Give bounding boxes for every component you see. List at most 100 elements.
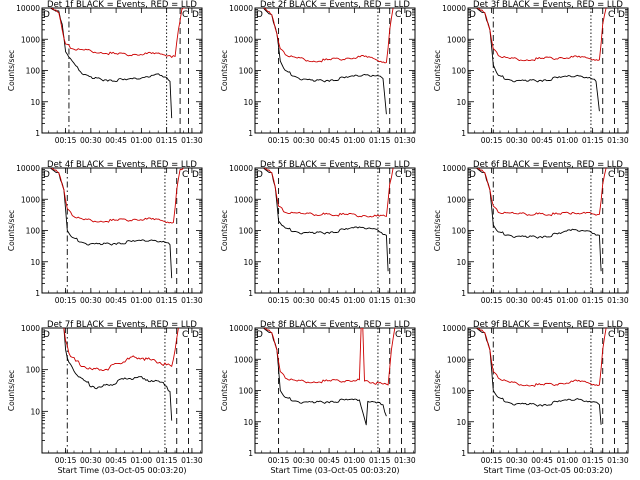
- corner-label-left: D: [43, 330, 50, 340]
- y-tick-label: 1000: [234, 355, 253, 364]
- events-series-line: [263, 8, 387, 115]
- x-tick-label: 00:30: [293, 456, 315, 465]
- lld-series-line: [50, 8, 186, 58]
- y-tick-label: 1000: [21, 195, 40, 204]
- x-tick-label: 01:30: [394, 296, 416, 305]
- x-tick-label: 00:30: [80, 136, 102, 145]
- y-axis-label: Counts/sec: [433, 370, 442, 411]
- corner-label-right: C: [395, 10, 401, 20]
- y-axis-label: Counts/sec: [7, 210, 16, 251]
- y-tick-label: 10000: [16, 4, 40, 13]
- corner-label-right: C: [608, 170, 614, 180]
- x-tick-label: 00:45: [105, 136, 127, 145]
- x-tick-label: 00:15: [268, 456, 290, 465]
- plot-frame: [41, 167, 203, 294]
- y-tick-label: 1: [461, 129, 466, 138]
- x-tick-label: 00:45: [531, 456, 553, 465]
- corner-label-left: D: [43, 170, 50, 180]
- x-tick-label: 01:30: [394, 136, 416, 145]
- x-axis-label: Start Time (03-Oct-05 00:03:20): [57, 466, 186, 475]
- y-tick-label: 10: [456, 98, 466, 107]
- x-tick-label: 00:45: [105, 296, 127, 305]
- y-tick-label: 1000: [447, 355, 466, 364]
- corner-label-left: D: [256, 330, 263, 340]
- corner-label-left: D: [469, 170, 476, 180]
- y-tick-label: 1000: [234, 35, 253, 44]
- plot-frame: [41, 327, 203, 454]
- panel-det-9: Det 9f BLACK = Events, RED = LLD 1 10 100 10…: [433, 320, 629, 475]
- corner-label-right2: D: [192, 170, 199, 180]
- x-tick-label: 00:15: [481, 296, 503, 305]
- y-tick-label: 1: [248, 129, 253, 138]
- y-tick-label: 10: [456, 418, 466, 427]
- y-tick-label: 10000: [229, 324, 253, 333]
- lld-series-line: [476, 328, 607, 387]
- corner-label-right: C: [395, 170, 401, 180]
- y-tick-label: 1000: [234, 195, 253, 204]
- x-tick-label: 01:00: [131, 136, 153, 145]
- panel-det-2: Det 2f BLACK = Events, RED = LLD 1 10 100 10…: [220, 0, 416, 145]
- corner-label-left: D: [256, 170, 263, 180]
- series-group: [50, 168, 184, 279]
- corner-label-left: D: [469, 10, 476, 20]
- y-axis-label: Counts/sec: [7, 370, 16, 411]
- panel-title: Det 7f BLACK = Events, RED = LLD: [47, 320, 197, 330]
- x-tick-label: 00:45: [318, 456, 340, 465]
- y-tick-label: 1: [35, 289, 40, 298]
- y-tick-label: 100: [452, 387, 467, 396]
- series-group: [263, 328, 396, 426]
- y-tick-label: 1000: [21, 35, 40, 44]
- plot-frame: [467, 167, 629, 294]
- y-tick-label: 1: [461, 289, 466, 298]
- corner-label-right2: D: [405, 170, 412, 180]
- corner-label-right2: D: [192, 330, 199, 340]
- y-tick-label: 10: [30, 258, 40, 267]
- y-tick-label: 10: [243, 98, 253, 107]
- panel-title: Det 3f BLACK = Events, RED = LLD: [473, 0, 623, 10]
- x-tick-label: 00:45: [531, 136, 553, 145]
- x-tick-label: 01:30: [181, 136, 203, 145]
- y-tick-label: 10000: [442, 4, 466, 13]
- x-axis-label: Start Time (03-Oct-05 00:03:20): [483, 466, 612, 475]
- y-tick-label: 1: [248, 449, 253, 458]
- x-tick-label: 00:15: [481, 136, 503, 145]
- x-tick-label: 00:30: [506, 296, 528, 305]
- panel-det-7: Det 7f BLACK = Events, RED = LLD 10 100 100…: [7, 320, 203, 475]
- lld-series-line: [63, 328, 179, 371]
- lld-series-line: [263, 8, 394, 64]
- events-series-line: [263, 168, 389, 272]
- events-series-line: [476, 168, 602, 272]
- y-tick-label: 100: [239, 387, 254, 396]
- x-tick-label: 01:15: [369, 296, 391, 305]
- y-axis-label: Counts/sec: [220, 210, 229, 251]
- lld-series-line: [476, 8, 607, 62]
- panel-det-3: Det 3f BLACK = Events, RED = LLD 1 10 100 10…: [433, 0, 629, 145]
- x-tick-label: 01:15: [369, 456, 391, 465]
- panel-det-6: Det 6f BLACK = Events, RED = LLD 1 10 100 10…: [433, 160, 629, 305]
- x-tick-label: 01:00: [557, 456, 579, 465]
- x-tick-label: 00:15: [55, 456, 77, 465]
- lld-series-line: [50, 168, 184, 224]
- x-tick-label: 01:00: [344, 456, 366, 465]
- y-axis-label: Counts/sec: [7, 50, 16, 91]
- y-tick-label: 10000: [442, 324, 466, 333]
- y-tick-label: 10: [30, 98, 40, 107]
- plot-frame: [467, 327, 629, 454]
- panel-title: Det 5f BLACK = Events, RED = LLD: [260, 160, 410, 170]
- y-tick-label: 10: [30, 407, 40, 416]
- series-group: [263, 168, 394, 272]
- panel-title: Det 9f BLACK = Events, RED = LLD: [473, 320, 623, 330]
- x-tick-label: 01:30: [394, 456, 416, 465]
- plot-frame: [467, 7, 629, 134]
- y-tick-label: 1: [248, 289, 253, 298]
- y-axis-label: Counts/sec: [220, 370, 229, 411]
- corner-label-right2: D: [405, 10, 412, 20]
- corner-label-right: C: [608, 330, 614, 340]
- series-group: [476, 8, 607, 112]
- y-tick-label: 1000: [447, 35, 466, 44]
- x-tick-label: 01:00: [131, 456, 153, 465]
- x-tick-label: 01:15: [582, 136, 604, 145]
- y-tick-label: 10000: [229, 4, 253, 13]
- y-tick-label: 100: [26, 67, 41, 76]
- corner-label-left: D: [43, 10, 50, 20]
